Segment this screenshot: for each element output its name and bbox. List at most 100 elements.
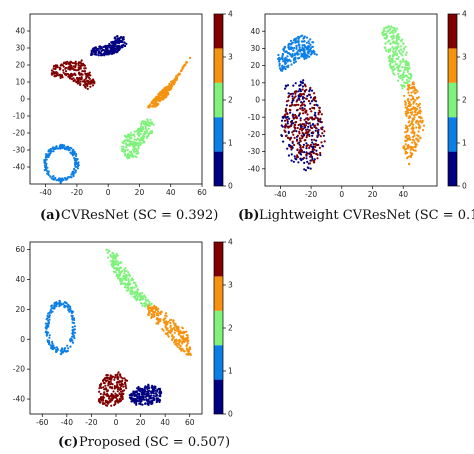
- data-point: [158, 399, 161, 402]
- data-point: [287, 92, 290, 95]
- data-point: [408, 77, 411, 80]
- data-point: [144, 131, 147, 134]
- data-point: [94, 46, 97, 49]
- data-point: [158, 391, 161, 394]
- data-point: [169, 80, 173, 83]
- y-tick-label: -10: [13, 112, 25, 121]
- data-point: [305, 88, 308, 91]
- data-point: [292, 58, 295, 62]
- data-point: [313, 103, 316, 107]
- data-point: [316, 104, 319, 107]
- data-point: [384, 32, 387, 35]
- data-point: [392, 69, 395, 72]
- data-point: [107, 384, 110, 387]
- data-point: [299, 144, 302, 147]
- data-point: [295, 130, 298, 133]
- data-point: [53, 75, 56, 78]
- data-point: [126, 134, 130, 137]
- data-point: [292, 49, 295, 52]
- series-class-1: [43, 143, 80, 184]
- data-point: [414, 149, 417, 152]
- data-point: [407, 99, 410, 103]
- colorbar-segment: [214, 345, 223, 380]
- data-point: [316, 134, 319, 137]
- data-point: [120, 277, 123, 280]
- data-point: [149, 396, 152, 399]
- data-point: [309, 151, 312, 154]
- data-point: [128, 274, 131, 277]
- data-point: [412, 83, 415, 86]
- data-point: [141, 302, 144, 305]
- data-point: [300, 149, 304, 152]
- data-point: [99, 401, 102, 404]
- data-point: [185, 353, 188, 356]
- data-point: [297, 40, 300, 43]
- data-point: [71, 341, 75, 344]
- data-point: [112, 253, 115, 257]
- data-point: [290, 121, 293, 124]
- data-point: [320, 121, 323, 124]
- data-point: [303, 151, 306, 154]
- y-tick-label: 0: [20, 335, 25, 344]
- data-point: [316, 123, 319, 126]
- data-point: [289, 39, 293, 43]
- data-point: [294, 60, 297, 63]
- data-point: [170, 329, 173, 333]
- data-point: [321, 128, 324, 131]
- data-point: [411, 120, 414, 123]
- data-point: [316, 157, 319, 160]
- data-point: [68, 65, 71, 68]
- data-point: [104, 401, 107, 404]
- data-point: [309, 167, 312, 170]
- data-point: [136, 289, 139, 292]
- data-point: [293, 46, 296, 50]
- data-point: [66, 60, 69, 63]
- data-point: [305, 121, 308, 124]
- x-tick-label: -60: [36, 418, 48, 427]
- data-point: [293, 136, 296, 139]
- data-point: [67, 304, 70, 307]
- data-point: [419, 137, 422, 140]
- data-point: [113, 396, 116, 399]
- data-point: [286, 122, 289, 125]
- data-point: [177, 333, 180, 336]
- data-point: [388, 32, 391, 35]
- data-point: [81, 73, 84, 76]
- data-point: [309, 124, 312, 127]
- data-point: [312, 41, 315, 44]
- data-point: [308, 162, 312, 165]
- data-point: [175, 325, 178, 328]
- data-point: [293, 155, 296, 158]
- data-point: [59, 64, 62, 67]
- data-point: [117, 44, 121, 47]
- data-point: [101, 398, 105, 401]
- data-point: [153, 98, 156, 101]
- data-point: [157, 322, 160, 325]
- data-point: [72, 79, 75, 83]
- data-point: [310, 138, 313, 141]
- data-point: [317, 120, 320, 123]
- data-point: [394, 60, 397, 63]
- data-point: [173, 322, 176, 325]
- y-tick-label: -10: [248, 113, 260, 122]
- data-point: [306, 113, 309, 116]
- data-point: [104, 46, 108, 50]
- data-point: [391, 57, 394, 60]
- data-point: [127, 155, 130, 158]
- data-point: [185, 61, 188, 64]
- data-point: [294, 56, 297, 59]
- colorbar-tick-label: 2: [228, 96, 233, 105]
- data-point: [311, 118, 314, 121]
- colorbar-segment: [214, 242, 223, 277]
- data-point: [306, 94, 309, 98]
- data-point: [285, 116, 288, 119]
- data-point: [408, 72, 411, 75]
- data-point: [388, 28, 391, 31]
- data-point: [106, 251, 109, 254]
- data-point: [63, 144, 66, 147]
- data-point: [127, 288, 130, 291]
- data-point: [97, 54, 100, 57]
- data-point: [297, 94, 300, 98]
- data-point: [286, 118, 289, 121]
- data-point: [44, 156, 48, 159]
